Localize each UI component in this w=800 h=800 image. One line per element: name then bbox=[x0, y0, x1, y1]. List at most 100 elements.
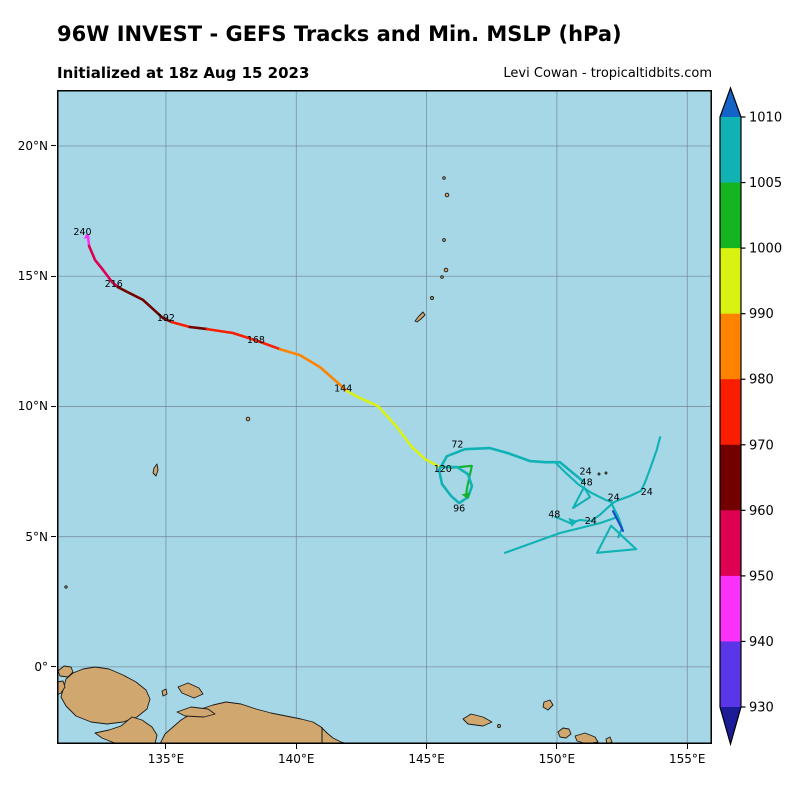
main-track-segment bbox=[437, 446, 586, 505]
colorbar-over-arrow bbox=[720, 88, 741, 117]
x-tick-label: 145°E bbox=[408, 752, 445, 766]
hour-label: 24 bbox=[641, 487, 653, 498]
hour-label: 216 bbox=[105, 279, 123, 290]
x-tick-label: 150°E bbox=[538, 752, 576, 766]
colorbar-segment bbox=[720, 248, 741, 315]
island-new-britain-west bbox=[462, 713, 493, 727]
colorbar-tick-label: 990 bbox=[749, 307, 774, 322]
island-bomberai bbox=[94, 716, 158, 744]
island-dot bbox=[430, 296, 434, 300]
map-frame bbox=[57, 90, 712, 744]
colorbar: 1010 1005 1000 990 980 970 960 950 940 930 bbox=[719, 86, 782, 747]
hour-label: 24 bbox=[608, 493, 620, 504]
main-track-segment bbox=[345, 389, 442, 469]
colorbar-segment bbox=[720, 117, 741, 184]
hour-label: 240 bbox=[73, 227, 91, 238]
y-tick-label: 0° bbox=[34, 659, 48, 674]
x-tick-mark bbox=[686, 744, 688, 749]
y-tick-mark bbox=[51, 536, 56, 538]
island-island-round bbox=[557, 727, 572, 739]
colorbar-segment bbox=[720, 444, 741, 511]
y-tick-label: 20°N bbox=[17, 138, 48, 153]
hour-label: 120 bbox=[434, 464, 452, 475]
ocean-background bbox=[57, 90, 712, 744]
hour-label: 72 bbox=[451, 440, 463, 451]
island-yapen bbox=[177, 682, 204, 699]
hour-label: 96 bbox=[453, 504, 465, 515]
y-tick-mark bbox=[51, 145, 56, 147]
x-tick-mark bbox=[165, 744, 167, 749]
credit-text: Levi Cowan - tropicaltidbits.com bbox=[503, 66, 712, 81]
init-subtitle: Initialized at 18z Aug 15 2023 bbox=[57, 64, 310, 82]
main-track-segment bbox=[87, 244, 120, 289]
x-tick-mark bbox=[426, 744, 428, 749]
hour-label: 168 bbox=[247, 335, 265, 346]
colorbar-under-arrow bbox=[720, 707, 741, 744]
track-arrowhead bbox=[84, 234, 90, 239]
x-tick-label: 155°E bbox=[668, 752, 706, 766]
colorbar-segment bbox=[720, 575, 741, 642]
x-tick-label: 135°E bbox=[147, 752, 185, 766]
y-tick-mark bbox=[51, 275, 56, 277]
track-arrowhead bbox=[568, 517, 578, 527]
track-member-south bbox=[611, 503, 624, 539]
track-arrowhead bbox=[461, 492, 471, 500]
colorbar-segment bbox=[720, 379, 741, 446]
hour-label: 48 bbox=[548, 509, 560, 520]
island-guam bbox=[414, 311, 426, 323]
x-tick-mark bbox=[556, 744, 558, 749]
island-dot bbox=[604, 471, 608, 475]
colorbar-segment bbox=[720, 510, 741, 577]
island-island-tiny-se bbox=[605, 736, 613, 744]
y-tick-label: 5°N bbox=[25, 529, 48, 544]
colorbar-tick-label: 980 bbox=[749, 373, 774, 388]
colorbar-tick-label: 1010 bbox=[749, 111, 782, 126]
track-member-sw-hook bbox=[554, 501, 615, 525]
island-island-blob bbox=[542, 699, 554, 711]
main-track-segment bbox=[116, 285, 174, 324]
island-islet-west bbox=[161, 688, 168, 697]
colorbar-tick-label: 960 bbox=[749, 504, 774, 519]
hour-label: 192 bbox=[157, 313, 175, 324]
track-member-48-triangle bbox=[572, 486, 592, 510]
map-plot-area[interactable]: 240 216 192 168 144 120 96 72 24 48 48 24 24 24 bbox=[57, 90, 712, 744]
figure-title: 96W INVEST - GEFS Tracks and Min. MSLP (… bbox=[57, 22, 622, 46]
island-palau bbox=[152, 463, 159, 477]
x-tick-label: 140°E bbox=[278, 752, 315, 766]
colorbar-tick-label: 950 bbox=[749, 569, 774, 584]
y-tick-mark bbox=[51, 666, 56, 668]
island-dot bbox=[442, 176, 446, 180]
island-halmahera-tip bbox=[57, 680, 66, 696]
track-member-blue bbox=[611, 510, 625, 532]
track-member-se-long bbox=[503, 515, 620, 554]
hour-label: 48 bbox=[581, 478, 593, 489]
island-morotai bbox=[57, 665, 74, 678]
colorbar-segment bbox=[720, 313, 741, 380]
colorbar-segment bbox=[720, 182, 741, 249]
colorbar-segment bbox=[720, 641, 741, 708]
island-sliver-island bbox=[176, 706, 216, 718]
y-tick-mark bbox=[51, 405, 56, 407]
colorbar-tick-label: 940 bbox=[749, 635, 774, 650]
island-island-elong bbox=[574, 732, 599, 744]
island-dot bbox=[444, 192, 450, 198]
main-track-segment bbox=[205, 327, 282, 351]
y-tick-label: 15°N bbox=[17, 269, 48, 284]
colorbar-tick-label: 1005 bbox=[749, 176, 782, 191]
island-dot bbox=[597, 472, 601, 476]
y-tick-label: 10°N bbox=[17, 399, 48, 414]
colorbar-tick-label: 1000 bbox=[749, 242, 782, 257]
island-dot bbox=[442, 238, 446, 242]
track-member-ne bbox=[611, 436, 662, 504]
island-dot bbox=[443, 267, 449, 273]
island-dot bbox=[245, 416, 251, 422]
x-tick-mark bbox=[295, 744, 297, 749]
hour-label: 24 bbox=[580, 467, 592, 478]
hour-label: 144 bbox=[334, 384, 352, 395]
colorbar-tick-label: 970 bbox=[749, 438, 774, 453]
track-member-south-triangle bbox=[596, 524, 638, 554]
hour-label: 24 bbox=[585, 516, 597, 527]
island-dot bbox=[497, 724, 501, 728]
island-birds-head bbox=[60, 666, 151, 725]
